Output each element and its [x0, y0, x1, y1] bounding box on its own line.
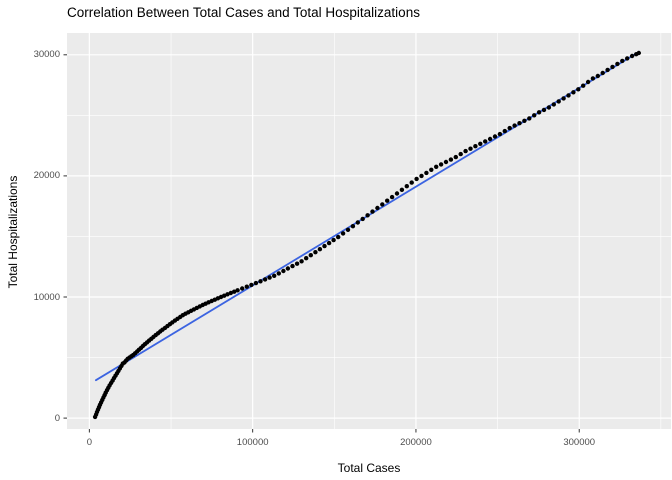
y-tick-label: 30000	[33, 49, 60, 61]
scatter-points	[92, 50, 641, 420]
y-tick-label: 0	[54, 412, 60, 424]
chart-title: Correlation Between Total Cases and Tota…	[67, 5, 420, 20]
plot-panel-background	[67, 33, 671, 429]
x-tick-label: 100000	[236, 437, 269, 448]
major-gridlines	[67, 33, 671, 429]
y-axis-title: Total Hospitalizations	[6, 175, 20, 289]
y-tick-label: 10000	[33, 291, 60, 303]
minor-gridlines	[67, 33, 671, 429]
x-axis-title: Total Cases	[337, 461, 401, 475]
axis-tick-marks	[63, 54, 580, 433]
y-tick-label: 20000	[33, 170, 60, 182]
x-tick-label: 300000	[563, 437, 596, 448]
x-tick-label: 0	[86, 437, 93, 448]
x-tick-label: 200000	[400, 437, 432, 448]
